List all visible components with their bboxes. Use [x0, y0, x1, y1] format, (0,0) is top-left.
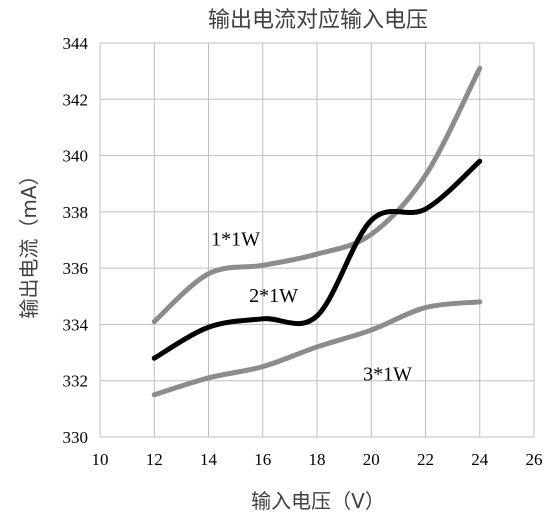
series-label-2: 2*1W: [249, 285, 298, 307]
y-tick-label: 332: [63, 372, 89, 391]
x-tick-label: 20: [363, 450, 380, 469]
series-lines: [151, 65, 483, 398]
series-line-2: [151, 158, 483, 361]
y-tick-label: 338: [63, 203, 89, 222]
x-tick-label: 12: [146, 450, 163, 469]
x-tick-label: 18: [309, 450, 326, 469]
x-tick-label: 26: [526, 450, 543, 469]
y-tick-label: 342: [63, 90, 89, 109]
grid: [99, 42, 535, 438]
series-line-1: [151, 65, 483, 325]
y-tick-label: 340: [63, 147, 89, 166]
x-axis-label: 输入电压（V）: [251, 489, 385, 513]
y-axis-label: 输出电流（mA）: [17, 165, 41, 318]
x-tick-label: 16: [254, 450, 271, 469]
chart-title: 输出电流对应输入电压: [208, 8, 428, 33]
series-line-3: [151, 299, 483, 398]
tick-labels: 10 12 14 16 18 20 22 24 26 330 332 334 336 338 340 342 3…: [63, 34, 543, 469]
x-tick-label: 14: [200, 450, 218, 469]
series-label-3: 3*1W: [363, 364, 412, 386]
y-tick-label: 336: [63, 259, 89, 278]
series-label-1: 1*1W: [211, 229, 260, 251]
y-tick-label: 334: [63, 315, 89, 334]
y-tick-label: 330: [63, 428, 89, 447]
series-labels: 1*1W 2*1W 3*1W: [211, 229, 412, 386]
y-tick-label: 344: [63, 34, 89, 53]
x-tick-label: 10: [92, 450, 109, 469]
x-tick-label: 22: [417, 450, 434, 469]
x-tick-label: 24: [471, 450, 489, 469]
